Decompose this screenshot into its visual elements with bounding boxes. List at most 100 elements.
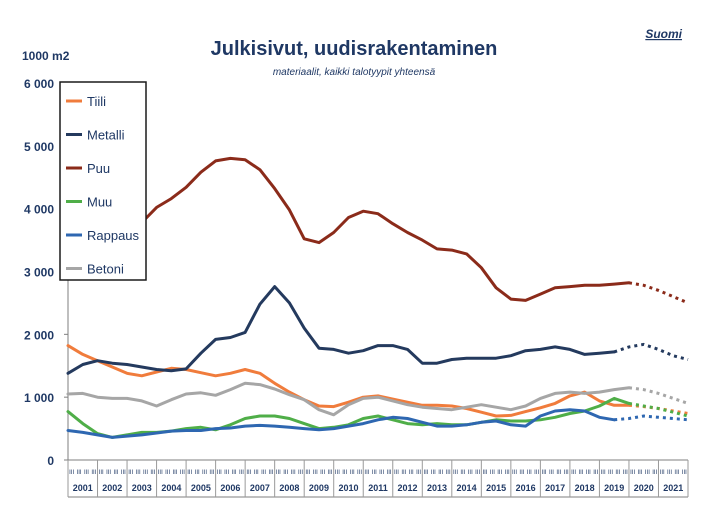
year-label: 2004	[161, 483, 181, 493]
quarter-tick-label: III	[593, 470, 598, 476]
year-label: 2005	[191, 483, 211, 493]
legend: Tiili Metalli Puu Muu Rappaus Betoni	[59, 81, 147, 281]
series-forecast-muu	[628, 401, 689, 418]
quarter-tick-label: III	[136, 470, 141, 476]
year-label: 2013	[427, 483, 447, 493]
quarter-tick-label: III	[165, 470, 170, 476]
quarter-tick-label: III	[401, 470, 406, 476]
series-line-puu	[66, 156, 631, 302]
quarter-tick-label: III	[534, 470, 539, 476]
quarter-tick-label: III	[143, 470, 148, 476]
quarter-tick-label: III	[623, 470, 628, 476]
quarter-tick-label: III	[350, 470, 355, 476]
year-label: 2020	[634, 483, 654, 493]
quarter-tick-label: III	[423, 470, 428, 476]
y-tick-label: 4 000	[24, 203, 54, 217]
y-tick-label: 5 000	[24, 140, 54, 154]
year-label: 2003	[132, 483, 152, 493]
quarter-tick-label: III	[357, 470, 362, 476]
quarter-tick-label: III	[490, 470, 495, 476]
series-line-metalli	[66, 285, 616, 375]
quarter-tick-label: III	[328, 470, 333, 476]
y-axis-label: 1000 m2	[22, 49, 70, 63]
y-tick-label: 0	[47, 454, 54, 468]
quarter-tick-label: III	[438, 470, 443, 476]
series-line-rappaus	[66, 408, 616, 439]
series-forecast-betoni	[628, 386, 689, 405]
quarter-tick-label: III	[468, 470, 473, 476]
year-label: 2011	[368, 483, 388, 493]
year-label: 2008	[279, 483, 299, 493]
year-label: 2010	[338, 483, 358, 493]
quarter-tick-label: III	[261, 470, 266, 476]
quarter-tick-label: III	[99, 470, 104, 476]
quarter-tick-label: III	[342, 470, 347, 476]
series-forecast-metalli	[613, 342, 689, 361]
chart-title: Julkisivut, uudisrakentaminen	[211, 38, 498, 60]
year-label: 2002	[102, 483, 122, 493]
legend-label-rappaus: Rappaus	[87, 228, 140, 243]
quarter-tick-label: III	[431, 470, 436, 476]
quarter-tick-label: III	[527, 470, 532, 476]
year-label: 2018	[575, 483, 595, 493]
quarter-tick-label: III	[652, 470, 657, 476]
quarter-tick-label: III	[556, 470, 561, 476]
quarter-tick-label: III	[202, 470, 207, 476]
quarter-tick-label: III	[320, 470, 325, 476]
quarter-tick-label: III	[77, 470, 82, 476]
quarter-tick-label: III	[645, 470, 650, 476]
quarter-tick-label: III	[195, 470, 200, 476]
quarter-tick-label: III	[180, 470, 185, 476]
quarter-tick-label: III	[394, 470, 399, 476]
legend-label-puu: Puu	[87, 161, 110, 176]
legend-label-muu: Muu	[87, 195, 112, 210]
y-tick-label: 2 000	[24, 328, 54, 342]
chart-subtitle: materiaalit, kaikki talotyypit yhteensä	[273, 67, 436, 78]
series-forecast-rappaus	[614, 414, 689, 422]
quarter-tick-label: III	[660, 470, 665, 476]
quarter-tick-label: III	[187, 470, 192, 476]
quarter-tick-label: III	[578, 470, 583, 476]
quarter-tick-label: III	[128, 470, 133, 476]
legend-label-betoni: Betoni	[87, 262, 124, 277]
legend-box	[59, 81, 147, 281]
quarter-tick-label: III	[217, 470, 222, 476]
quarter-tick-label: III	[512, 470, 517, 476]
quarter-tick-label: III	[291, 470, 296, 476]
year-label: 2007	[250, 483, 270, 493]
year-label: 2021	[663, 483, 683, 493]
quarter-tick-label: III	[372, 470, 377, 476]
quarter-tick-label: III	[239, 470, 244, 476]
year-label: 2009	[309, 483, 329, 493]
quarter-tick-label: III	[268, 470, 273, 476]
year-label: 2019	[604, 483, 624, 493]
quarter-tick-label: III	[460, 470, 465, 476]
quarter-tick-label: III	[446, 470, 451, 476]
y-tick-label: 1 000	[24, 391, 54, 405]
year-label: 2014	[457, 483, 477, 493]
quarter-tick-label: III	[519, 470, 524, 476]
quarter-tick-label: III	[505, 470, 510, 476]
quarter-tick-label: III	[173, 470, 178, 476]
quarter-tick-label: III	[335, 470, 340, 476]
year-label: 2001	[73, 483, 93, 493]
year-label: 2016	[516, 483, 536, 493]
series-forecast-puu	[628, 281, 689, 305]
quarter-tick-label: III	[409, 470, 414, 476]
quarter-tick-label: III	[209, 470, 214, 476]
quarter-tick-label: III	[113, 470, 118, 476]
series-line-betoni	[66, 381, 631, 417]
region-label: Suomi	[645, 27, 682, 41]
quarter-tick-label: III	[305, 470, 310, 476]
y-tick-label: 3 000	[24, 266, 54, 280]
quarter-tick-label: III	[91, 470, 96, 476]
quarter-tick-label: III	[586, 470, 591, 476]
quarter-tick-label: III	[379, 470, 384, 476]
legend-label-metalli: Metalli	[87, 128, 125, 143]
quarter-tick-label: III	[549, 470, 554, 476]
quarter-tick-label: III	[571, 470, 576, 476]
series-lines	[66, 156, 689, 439]
quarter-tick-label: III	[158, 470, 163, 476]
y-tick-label: 6 000	[24, 77, 54, 91]
